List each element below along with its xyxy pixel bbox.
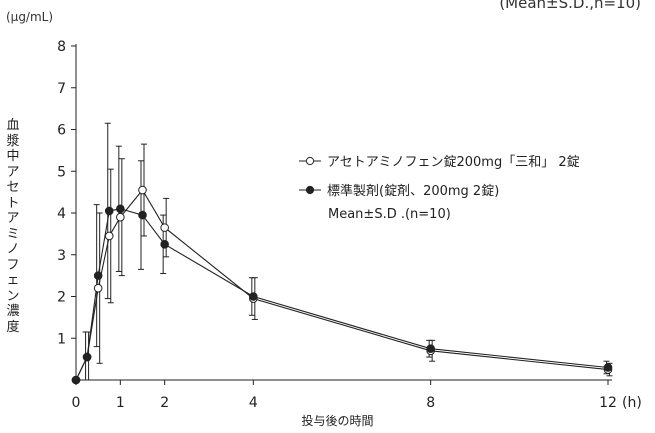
- series-line-1: [75, 189, 609, 381]
- x-tick-label: 8: [426, 395, 435, 411]
- data-point-1: [138, 185, 147, 195]
- y-tick-label: 3: [57, 248, 66, 264]
- y-tick-label: 7: [57, 81, 66, 97]
- x-tick-label: 0: [72, 395, 81, 411]
- data-point-1: [93, 283, 103, 293]
- legend-item-sanwa: アセトアミノフェン錠200mg「三和」 2錠: [299, 146, 580, 175]
- y-axis-title: 血漿中アセトアミノフェン濃度: [6, 118, 20, 335]
- legend-filled-circle-marker: [299, 185, 321, 194]
- x-tick-label: 4: [249, 395, 258, 411]
- x-tick-label: 1: [116, 395, 125, 411]
- data-point-1: [160, 223, 169, 232]
- y-tick-label: 6: [57, 123, 66, 139]
- data-point-2: [249, 292, 258, 301]
- data-point-2: [104, 206, 114, 216]
- legend-item-standard: 標準製剤(錠剤、200mg 2錠): [299, 175, 580, 204]
- x-axis-title: 投与後の時間: [301, 414, 374, 428]
- data-point-1: [104, 231, 114, 241]
- y-tick-label: 2: [57, 290, 66, 306]
- data-point-2: [116, 204, 125, 214]
- data-point-2: [93, 271, 103, 280]
- x-axis-unit: (h): [622, 395, 642, 411]
- x-tick-label: 2: [160, 395, 169, 411]
- legend-open-circle-marker: [299, 156, 321, 165]
- y-tick-label: 1: [57, 331, 66, 347]
- y-tick-label: 4: [57, 206, 66, 222]
- x-tick-label: 12: [599, 395, 617, 411]
- data-point-1: [116, 212, 125, 222]
- legend-label-sanwa: アセトアミノフェン錠200mg「三和」 2錠: [327, 155, 580, 170]
- annotation-mean-sd: Mean±S.D .(n=10): [328, 207, 451, 222]
- data-point-2: [160, 240, 169, 249]
- data-point-2: [82, 352, 92, 362]
- legend: アセトアミノフェン錠200mg「三和」 2錠 標準製剤(錠剤、200mg 2錠)…: [299, 146, 580, 222]
- y-tick-label: 8: [57, 39, 66, 55]
- data-point-2: [603, 363, 613, 372]
- data-point-2: [426, 344, 435, 353]
- y-axis-unit: (μg/mL): [6, 10, 54, 24]
- legend-label-standard: 標準製剤(錠剤、200mg 2錠): [327, 184, 500, 199]
- data-point-2: [71, 375, 81, 385]
- y-tick-label: 5: [57, 164, 66, 180]
- data-point-2: [138, 210, 147, 220]
- series-line-2: [75, 208, 609, 381]
- corner-note: (Mean±S.D.,n=10): [499, 0, 641, 12]
